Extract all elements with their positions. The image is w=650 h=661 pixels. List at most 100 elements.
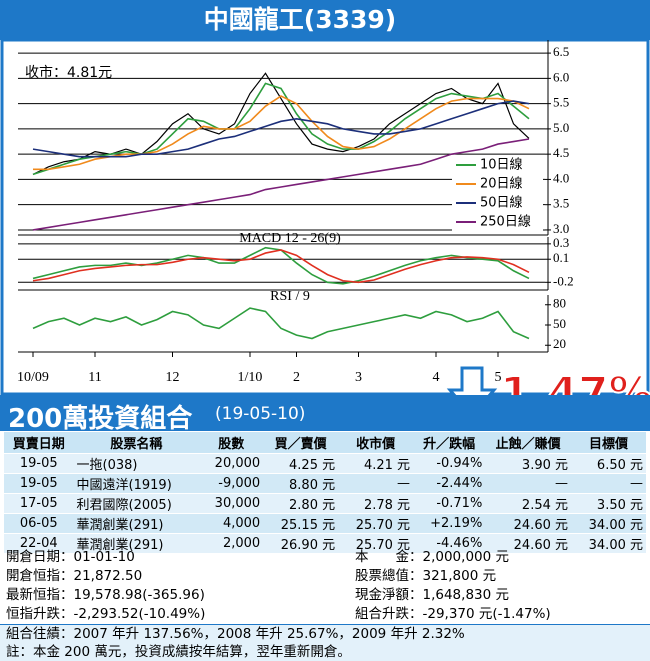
table-cell: 22-04 — [4, 533, 74, 553]
table-cell: 24.60 元 — [485, 513, 571, 534]
table-cell: +2.19% — [413, 513, 486, 534]
x-tick-label: 11 — [88, 370, 101, 385]
portfolio-date: (19-05-10) — [215, 404, 306, 424]
portfolio-bar — [0, 395, 650, 431]
column-header: 買／賣價 — [263, 432, 339, 454]
y-tick-label: -0.2 — [553, 273, 574, 288]
info-line: 開倉日期：01-01-10 — [6, 549, 135, 565]
legend-label: 10日線 — [480, 157, 523, 173]
table-cell: 34.00 元 — [571, 533, 646, 553]
table-cell: 25.70 元 — [338, 533, 414, 553]
y-tick-label: 80 — [553, 296, 566, 311]
table-cell: -4.46% — [413, 533, 486, 553]
x-tick-label: 12 — [166, 370, 180, 385]
column-header: 升／跌幅 — [413, 432, 486, 454]
legend-label: 50日線 — [480, 195, 523, 211]
table-cell: 06-05 — [4, 513, 74, 534]
header-row: 買賣日期 股票名稱 股數 買／賣價 收市價 升／跌幅 止蝕／賺價 目標價 — [4, 432, 646, 454]
table-cell: 華潤創業(291) — [73, 513, 200, 534]
y-tick-label: 6.0 — [553, 69, 569, 84]
column-header: 止蝕／賺價 — [485, 432, 571, 454]
column-header: 股票名稱 — [73, 432, 200, 454]
table-cell: 2.54 元 — [485, 493, 571, 514]
y-tick-label: 5.5 — [553, 95, 569, 110]
table-cell: 4,000 — [199, 513, 264, 534]
table-cell: 34.00 元 — [571, 513, 646, 534]
title-bar — [0, 0, 650, 40]
chart: 中國龍工(3339) 3.0 3.5 4.0 4.5 5.0 5.5 6.0 6.5 收市：4.… — [0, 0, 650, 395]
table-cell: -2.44% — [413, 473, 486, 494]
table-cell: — — [571, 473, 646, 494]
panel-title: MACD 12 - 26(9) — [239, 231, 341, 246]
table-cell: 3.90 元 — [485, 453, 571, 474]
table-cell: 2.78 元 — [338, 493, 414, 514]
table-cell: — — [338, 473, 414, 494]
series-line — [32, 138, 530, 231]
y-tick-label: 20 — [553, 336, 566, 351]
info-line: 開倉恒指：21,872.50 — [6, 568, 143, 584]
table-row: 06-05 華潤創業(291) 4,000 25.15 元 25.70 元 +2.19% 2… — [4, 513, 646, 534]
x-tick-label: 3 — [355, 370, 362, 385]
table-cell: 中國遠洋(1919) — [73, 473, 200, 494]
chart-title: 中國龍工(3339) — [204, 5, 396, 34]
table-cell: 6.50 元 — [571, 453, 646, 474]
x-tick-label: 4 — [433, 370, 440, 385]
table-cell: 20,000 — [199, 453, 264, 474]
x-tick-label: 2 — [293, 370, 300, 385]
y-tick-label: 0.1 — [553, 250, 569, 265]
series-line — [33, 95, 530, 171]
table-row: 19-05 中國遠洋(1919) -9,000 8.80 元 — -2.44% — — — [4, 473, 646, 494]
table-cell: 8.80 元 — [263, 473, 339, 494]
info-line: 股票總值：321,800 元 — [355, 568, 497, 584]
table-cell: 25.15 元 — [263, 513, 339, 534]
column-header: 買賣日期 — [4, 432, 74, 454]
y-tick-label: 6.5 — [553, 44, 569, 59]
series-line — [32, 82, 530, 176]
table-cell: 17-05 — [4, 493, 74, 514]
table-row: 19-05 一拖(038) 20,000 4.25 元 4.21 元 -0.94% 3.90… — [4, 453, 646, 474]
x-tick-label: 10/09 — [17, 370, 49, 385]
y-tick-label: 4.5 — [553, 145, 569, 160]
series-line — [32, 307, 530, 340]
series-line — [32, 249, 530, 284]
y-tick-label: 0.3 — [553, 235, 569, 250]
chart-frame — [0, 38, 650, 395]
info-right: 本 金：2,000,000 元股票總值：321,800 元現金淨額：1,648,… — [355, 548, 551, 624]
portfolio-table: 買賣日期 股票名稱 股數 買／賣價 收市價 升／跌幅 止蝕／賺價 目標價 19-05 一拖(038… — [4, 432, 646, 553]
table-cell: 19-05 — [4, 453, 74, 474]
table-row: 22-04 華潤創業(291) 2,000 26.90 元 25.70 元 -4.46% 2… — [4, 533, 646, 553]
table-cell: 3.50 元 — [571, 493, 646, 514]
info-line: 組合升跌：-29,370 元(-1.47%) — [355, 606, 551, 622]
annotation: 收市：4.81元 — [25, 64, 112, 81]
info-line: 現金淨額：1,648,830 元 — [355, 587, 509, 603]
y-tick-label: 5.0 — [553, 120, 569, 135]
table-cell: 30,000 — [199, 493, 264, 514]
column-header: 目標價 — [571, 432, 646, 454]
table-cell: — — [485, 473, 571, 494]
table-cell: 2,000 — [199, 533, 264, 553]
y-tick-label: 3.5 — [553, 196, 569, 211]
legend-label: 20日線 — [480, 176, 523, 192]
table-cell: 一拖(038) — [73, 453, 200, 474]
table-cell: 4.21 元 — [338, 453, 414, 474]
panel-title: RSI / 9 — [270, 289, 310, 304]
table-cell: 24.60 元 — [485, 533, 571, 553]
table-cell: 26.90 元 — [263, 533, 339, 553]
info-line: 最新恒指：19,578.98(-365.96) — [6, 587, 205, 603]
legend-label: 250日線 — [480, 214, 531, 230]
footer-line: 註：本金 200 萬元，投資成績按年結算，翌年重新開倉。 — [6, 644, 351, 660]
table-cell: 4.25 元 — [263, 453, 339, 474]
y-tick-label: 4.0 — [553, 170, 569, 185]
y-tick-label: 3.0 — [553, 221, 569, 236]
table-cell: -9,000 — [199, 473, 264, 494]
series-line — [32, 100, 530, 158]
portfolio-title: 200萬投資組合 — [8, 404, 193, 434]
column-header: 收市價 — [338, 432, 414, 454]
table-cell: 華潤創業(291) — [73, 533, 200, 553]
column-header: 股數 — [199, 432, 264, 454]
table-cell: 2.80 元 — [263, 493, 339, 514]
info-left: 開倉日期：01-01-10 開倉恒指：21,872.50 最新恒指：19,578.9… — [6, 548, 205, 624]
table-cell: 利君國際(2005) — [73, 493, 200, 514]
table-row: 17-05 利君國際(2005) 30,000 2.80 元 2.78 元 -0.71% 2… — [4, 493, 646, 514]
